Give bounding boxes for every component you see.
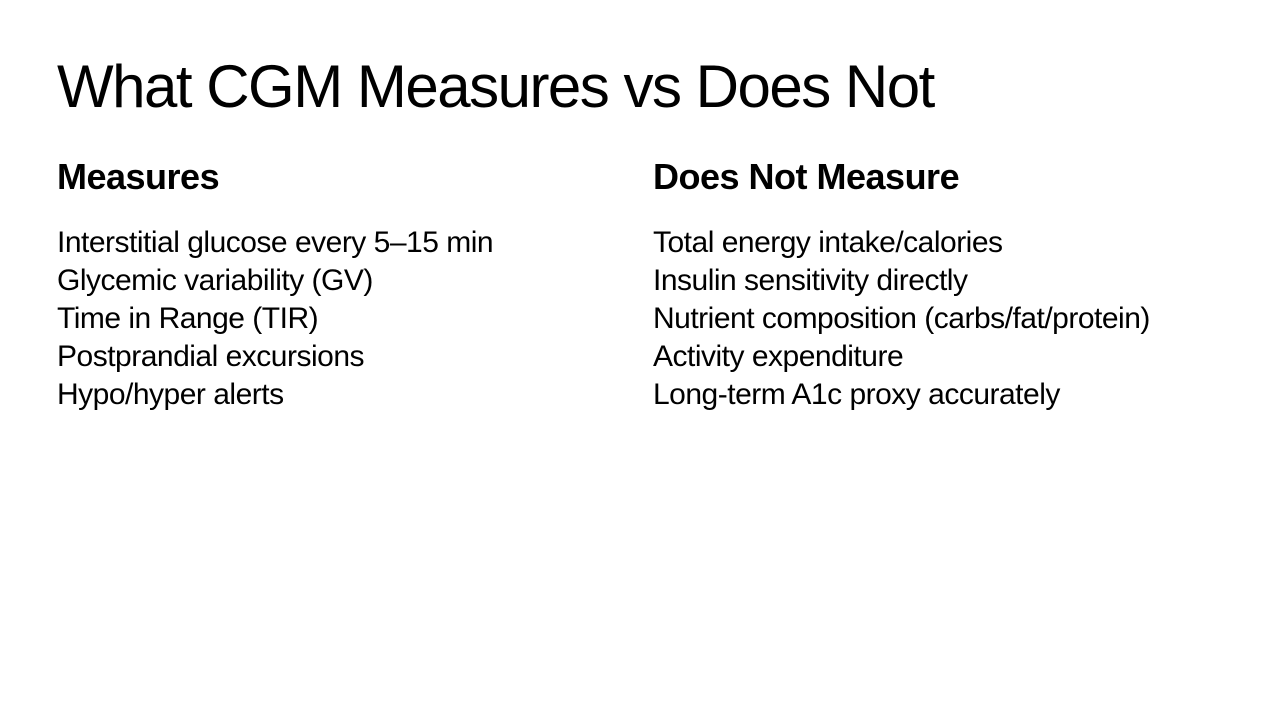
column-heading: Measures — [57, 156, 220, 197]
column-heading: Does Not Measure — [653, 156, 960, 197]
list-item: Long-term A1c proxy accurately — [653, 378, 1060, 411]
list-item: Total energy intake/calories — [653, 226, 1003, 259]
item-list: Total energy intake/calories Insulin sens… — [653, 224, 1153, 414]
item-list: Interstitial glucose every 5–15 min Glyce… — [57, 224, 597, 414]
column: Does Not Measure Total energy intake/cal… — [653, 156, 1153, 414]
list-item: Interstitial glucose every 5–15 min — [57, 226, 494, 259]
list-item: Postprandial excursions — [57, 340, 365, 373]
slide-title: What CGM Measures vs Does Not — [57, 53, 935, 120]
list-item: Glycemic variability (GV) — [57, 264, 373, 297]
list-item: Activity expenditure — [653, 340, 904, 373]
list-item: Nutrient composition (carbs/fat/protein) — [653, 302, 1150, 335]
list-item: Hypo/hyper alerts — [57, 378, 284, 411]
column: Measures Interstitial glucose every 5–15… — [57, 156, 597, 414]
list-item: Time in Range (TIR) — [57, 302, 319, 335]
list-item: Insulin sensitivity directly — [653, 264, 968, 297]
